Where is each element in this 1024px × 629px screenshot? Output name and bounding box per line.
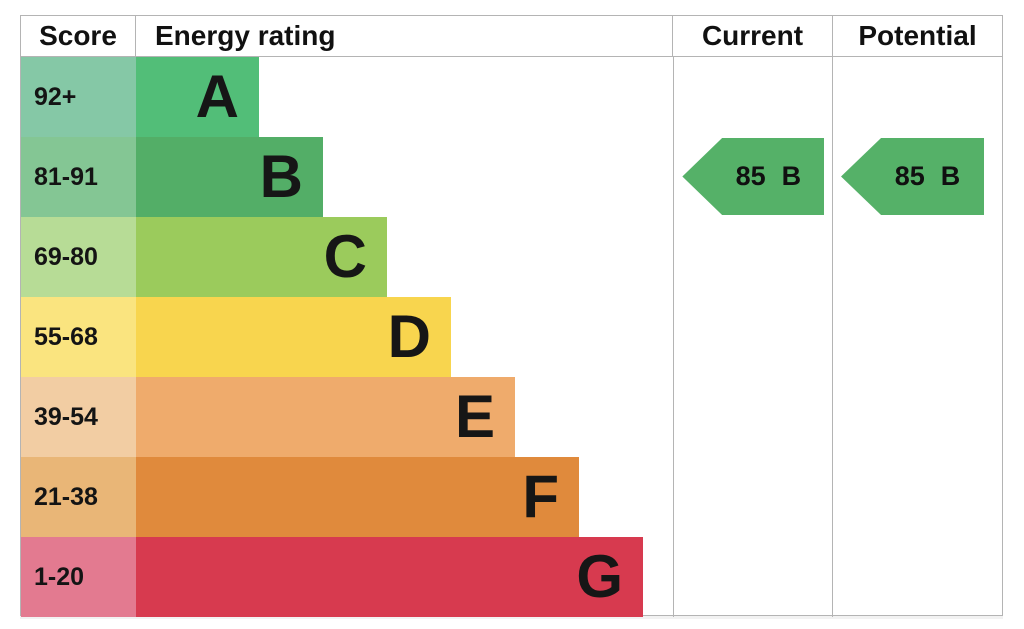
band-f-letter: F [522, 463, 559, 530]
current-rating-column: 85 B [672, 57, 833, 617]
band-row-b: 81-91 B [21, 137, 673, 217]
band-b-letter: B [259, 143, 303, 210]
potential-rating-column: 85 B [832, 57, 1002, 617]
score-column-header: Score [21, 16, 136, 56]
current-rating-band: B [781, 161, 802, 191]
potential-rating-score: 85 [894, 161, 925, 191]
band-a-bar: A [136, 57, 259, 137]
band-b-score-range: 81-91 [21, 137, 136, 217]
band-d-letter: D [387, 303, 431, 370]
rating-scale: 92+ A 81-91 B 69-80 C [21, 57, 673, 617]
band-f-bar: F [136, 457, 579, 537]
band-g-score-range: 1-20 [21, 537, 136, 617]
energy-rating-column-header: Energy rating [155, 20, 336, 51]
table-body: 92+ A 81-91 B 69-80 C [21, 57, 1002, 617]
band-d-score-range: 55-68 [21, 297, 136, 377]
epc-table: Score Energy rating Current Potential 92… [20, 15, 1003, 617]
potential-rating-arrow: 85 B [841, 138, 984, 215]
band-row-c: 69-80 C [21, 217, 673, 297]
current-rating-arrow: 85 B [682, 138, 825, 215]
potential-rating-band: B [940, 161, 961, 191]
band-b-bar: B [136, 137, 323, 217]
current-rating-score: 85 [735, 161, 766, 191]
band-g-letter: G [576, 543, 623, 610]
band-row-d: 55-68 D [21, 297, 673, 377]
band-d-bar: D [136, 297, 451, 377]
band-f-score-range: 21-38 [21, 457, 136, 537]
band-c-bar: C [136, 217, 387, 297]
band-c-score-range: 69-80 [21, 217, 136, 297]
potential-column-header: Potential [832, 16, 1002, 56]
band-g-bar: G [136, 537, 643, 617]
band-row-f: 21-38 F [21, 457, 673, 537]
current-column-header: Current [672, 16, 832, 56]
band-row-a: 92+ A [21, 57, 673, 137]
band-row-g: 1-20 G [21, 537, 673, 617]
band-a-score-range: 92+ [21, 57, 136, 137]
band-e-bar: E [136, 377, 515, 457]
table-header: Score Energy rating Current Potential [21, 16, 1002, 57]
band-row-e: 39-54 E [21, 377, 673, 457]
band-a-letter: A [195, 63, 239, 130]
band-e-letter: E [454, 383, 495, 450]
band-e-score-range: 39-54 [21, 377, 136, 457]
band-c-letter: C [323, 223, 367, 290]
